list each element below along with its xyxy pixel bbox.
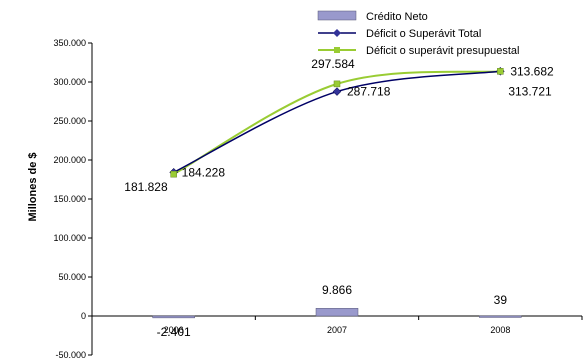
line-data-label-presupuestal: 181.828 — [124, 180, 168, 194]
line-data-label-presupuestal: 313.682 — [510, 64, 554, 78]
y-tick-label: 200.000 — [53, 155, 86, 165]
bar-credito-neto — [152, 315, 195, 319]
line-data-label-total: 313.721 — [508, 84, 552, 98]
bar-data-label: -2.401 — [157, 325, 191, 339]
legend-label-credito-neto: Crédito Neto — [366, 11, 428, 23]
legend-marker-deficit-presupuestal — [334, 47, 340, 53]
line-data-label-presupuestal: 297.584 — [311, 57, 355, 71]
y-tick-label: 150.000 — [53, 194, 86, 204]
bar-credito-neto — [315, 308, 359, 317]
marker-deficit-presupuestal — [333, 80, 341, 88]
bar-data-label: 9.866 — [322, 283, 352, 297]
y-tick-label: 300.000 — [53, 77, 86, 87]
marker-deficit-presupuestal — [170, 170, 177, 178]
y-tick-label: 350.000 — [53, 38, 86, 48]
x-tick-label: 2007 — [327, 325, 347, 335]
bar-credito-neto — [479, 315, 522, 318]
y-tick-label: 0 — [81, 311, 86, 321]
legend-label-deficit-total: Déficit o Superávit Total — [366, 28, 481, 40]
x-tick-label: 2006 — [164, 325, 184, 335]
marker-deficit-total — [332, 87, 342, 96]
x-tick-label: 2008 — [490, 325, 510, 335]
y-tick-label: 250.000 — [53, 116, 86, 126]
marker-deficit-presupuestal — [497, 68, 504, 75]
y-tick-label: -50.000 — [55, 350, 86, 360]
y-axis-label: Millones de $ — [27, 152, 39, 221]
line-data-label-total: 184.228 — [182, 165, 226, 179]
bar-data-label: 39 — [494, 293, 508, 307]
legend-label-deficit-presupuestal: Déficit o superávit presupuestal — [366, 45, 519, 57]
legend-swatch-credito-neto — [317, 10, 357, 21]
y-tick-label: 100.000 — [53, 233, 86, 243]
legend-marker-deficit-total — [333, 29, 341, 37]
y-tick-label: 50.000 — [58, 272, 86, 282]
line-data-label-total: 287.718 — [347, 85, 391, 99]
